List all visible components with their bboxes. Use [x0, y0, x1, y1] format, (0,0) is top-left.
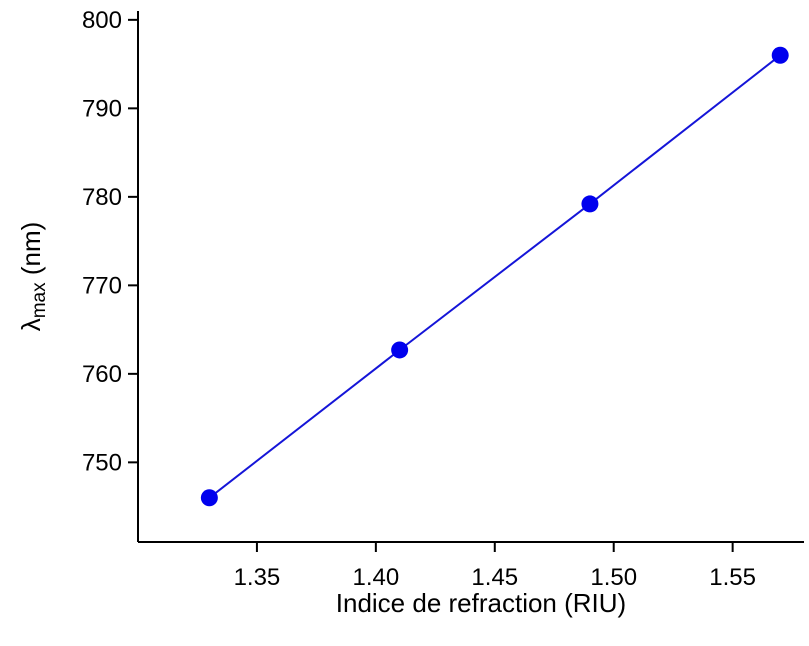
data-point: [391, 341, 409, 359]
x-tick-label: 1.35: [234, 564, 281, 591]
y-tick-label: 750: [82, 449, 122, 476]
y-tick-label: 790: [82, 95, 122, 122]
y-tick-label: 770: [82, 272, 122, 299]
y-ticks: 750 760 770 780 790 800: [82, 7, 138, 476]
y-tick-label: 780: [82, 184, 122, 211]
plot-series: [200, 46, 789, 507]
data-point: [200, 489, 218, 507]
axes: [137, 11, 804, 543]
x-ticks: 1.35 1.40 1.45 1.50 1.55: [234, 542, 756, 591]
x-tick-label: 1.45: [471, 564, 518, 591]
x-tick-label: 1.40: [352, 564, 399, 591]
y-axis-label-subscript: max: [29, 282, 50, 318]
x-tick-label: 1.55: [709, 564, 756, 591]
x-tick-label: 1.50: [590, 564, 637, 591]
y-axis-label-symbol: λ: [16, 318, 46, 331]
y-axis-label-unit: (nm): [16, 222, 46, 283]
y-tick-label: 760: [82, 361, 122, 388]
y-axis-label: λmax (nm): [16, 222, 50, 332]
series-line: [208, 54, 781, 499]
data-point: [581, 195, 599, 213]
y-tick-label: 800: [82, 7, 122, 34]
x-axis-label: Indice de refraction (RIU): [336, 588, 626, 618]
data-point: [771, 46, 789, 64]
